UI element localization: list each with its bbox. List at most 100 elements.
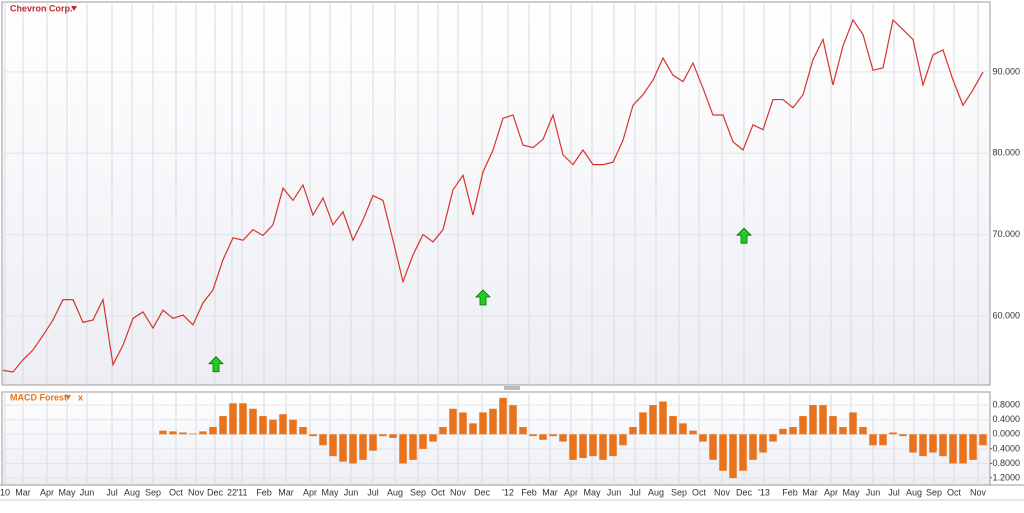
- bar: [309, 434, 317, 437]
- bar: [809, 405, 817, 435]
- bar: [519, 427, 527, 435]
- bar: [179, 432, 187, 435]
- y-tick-label: -0.4000: [989, 443, 1020, 453]
- bar: [219, 416, 227, 435]
- bar: [439, 427, 447, 435]
- close-button[interactable]: x: [78, 392, 83, 402]
- x-tick-label: Jun: [866, 487, 881, 497]
- x-tick-label: Sep: [926, 487, 942, 497]
- bar: [199, 431, 207, 435]
- x-tick-label: Feb: [782, 487, 798, 497]
- signal-arrow: [736, 227, 752, 244]
- bar: [749, 434, 757, 460]
- bar: [929, 434, 937, 453]
- bar: [489, 408, 497, 435]
- x-tick-label: '11: [236, 487, 247, 497]
- bar: [659, 401, 667, 435]
- bar: [819, 405, 827, 435]
- pane-splitter[interactable]: [504, 386, 520, 390]
- x-tick-label: Jul: [106, 487, 118, 497]
- bar: [229, 403, 237, 435]
- bar: [979, 434, 987, 446]
- bar: [759, 434, 767, 453]
- bar: [539, 434, 547, 440]
- bar: [259, 416, 267, 435]
- y-tick-label: 90.000: [992, 66, 1020, 76]
- bar: [839, 427, 847, 435]
- bar: [589, 434, 597, 457]
- macd-pane: [1, 391, 991, 486]
- bar: [949, 434, 957, 464]
- bar: [969, 434, 977, 460]
- x-tick-label: Jul: [888, 487, 900, 497]
- x-tick-label: Mar: [542, 487, 558, 497]
- bar: [409, 434, 417, 460]
- bar: [469, 423, 477, 435]
- bar: [579, 434, 587, 459]
- y-tick-label: 0.4000: [992, 414, 1020, 424]
- x-tick-label: May: [583, 487, 601, 497]
- bar: [449, 408, 457, 435]
- bar: [429, 434, 437, 442]
- x-tick-label: Apr: [564, 487, 578, 497]
- x-tick-label: Nov: [714, 487, 731, 497]
- bar: [889, 432, 897, 435]
- x-tick-label: Nov: [188, 487, 205, 497]
- bar: [859, 427, 867, 435]
- x-tick-label: Jun: [80, 487, 95, 497]
- y-tick-label: 80.000: [992, 148, 1020, 158]
- bar: [479, 412, 487, 435]
- x-tick-label: Feb: [256, 487, 272, 497]
- bar: [719, 434, 727, 471]
- bar: [909, 434, 917, 453]
- bar: [789, 427, 797, 435]
- dropdown-icon[interactable]: [65, 395, 71, 400]
- bar: [529, 434, 537, 437]
- bar: [849, 412, 857, 435]
- x-tick-label: Apr: [303, 487, 317, 497]
- x-tick-label: Dec: [736, 487, 753, 497]
- x-tick-label: Jul: [629, 487, 641, 497]
- x-tick-label: Dec: [207, 487, 224, 497]
- bar: [699, 434, 707, 442]
- bar: [939, 434, 947, 457]
- x-tick-label: Jun: [344, 487, 359, 497]
- price-title[interactable]: Chevron Corp.: [10, 3, 73, 13]
- bar: [779, 428, 787, 435]
- x-tick-label: Oct: [692, 487, 707, 497]
- bar: [169, 431, 177, 435]
- bar: [359, 434, 367, 460]
- bar: [459, 412, 467, 435]
- bar: [329, 434, 337, 457]
- bar: [299, 427, 307, 435]
- bar: [379, 434, 387, 437]
- dropdown-icon[interactable]: [71, 6, 77, 11]
- bar: [159, 430, 167, 435]
- bar: [269, 419, 277, 435]
- y-tick-label: 70.000: [992, 229, 1020, 239]
- bar: [209, 427, 217, 435]
- bar: [729, 434, 737, 479]
- x-tick-label: Sep: [145, 487, 161, 497]
- bar: [399, 434, 407, 464]
- signal-arrow: [208, 356, 224, 373]
- bar: [279, 414, 287, 435]
- x-tick-label: '13: [758, 487, 770, 497]
- bar: [649, 405, 657, 435]
- macd-title[interactable]: MACD Forest: [10, 392, 67, 402]
- bar: [389, 434, 397, 438]
- y-tick-label: -1.2000: [989, 472, 1020, 482]
- x-tick-label: May: [321, 487, 339, 497]
- bar: [619, 434, 627, 446]
- bar: [919, 434, 927, 457]
- x-tick-label: Oct: [169, 487, 184, 497]
- bar: [769, 434, 777, 442]
- bar: [189, 433, 197, 435]
- bar: [869, 434, 877, 446]
- bar: [249, 408, 257, 435]
- x-tick-label: Dec: [474, 487, 491, 497]
- x-tick-label: Aug: [387, 487, 403, 497]
- x-tick-label: Oct: [947, 487, 962, 497]
- x-tick-label: May: [842, 487, 860, 497]
